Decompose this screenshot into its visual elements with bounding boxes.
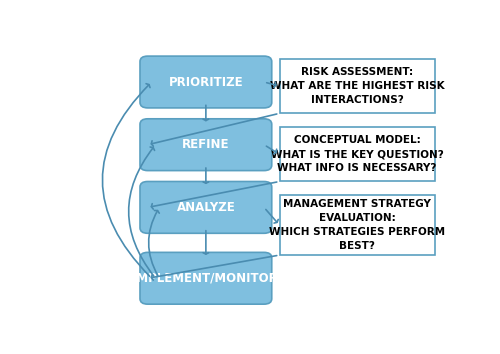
FancyBboxPatch shape [140,56,272,108]
Text: ANALYZE: ANALYZE [176,201,236,214]
Text: MANAGEMENT STRATEGY
EVALUATION:
WHICH STRATEGIES PERFORM
BEST?: MANAGEMENT STRATEGY EVALUATION: WHICH ST… [269,199,445,251]
FancyBboxPatch shape [140,252,272,304]
Text: IMPLEMENT/MONITOR: IMPLEMENT/MONITOR [133,272,279,285]
Text: CONCEPTUAL MODEL:
WHAT IS THE KEY QUESTION?
WHAT INFO IS NECESSARY?: CONCEPTUAL MODEL: WHAT IS THE KEY QUESTI… [270,135,444,173]
FancyBboxPatch shape [140,182,272,233]
FancyBboxPatch shape [280,127,434,182]
FancyBboxPatch shape [140,119,272,171]
FancyBboxPatch shape [280,195,434,255]
Text: PRIORITIZE: PRIORITIZE [168,75,243,88]
Text: REFINE: REFINE [182,138,230,151]
Text: RISK ASSESSMENT:
WHAT ARE THE HIGHEST RISK
INTERACTIONS?: RISK ASSESSMENT: WHAT ARE THE HIGHEST RI… [270,67,444,105]
FancyBboxPatch shape [280,59,434,113]
